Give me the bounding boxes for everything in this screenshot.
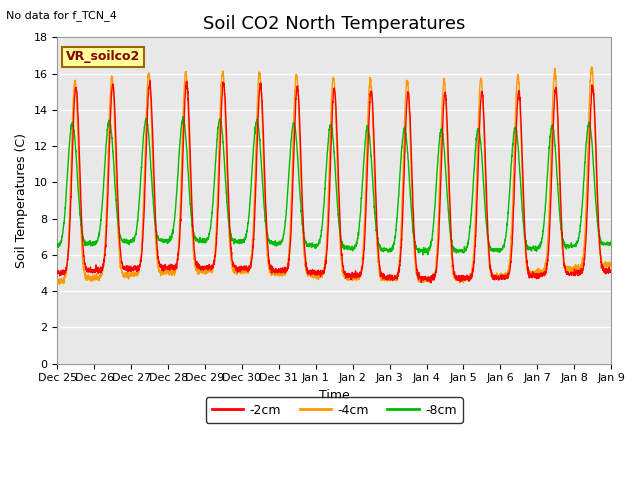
Title: Soil CO2 North Temperatures: Soil CO2 North Temperatures (203, 15, 465, 33)
Legend: -2cm, -4cm, -8cm: -2cm, -4cm, -8cm (205, 397, 463, 423)
Text: No data for f_TCN_4: No data for f_TCN_4 (6, 10, 117, 21)
Text: VR_soilco2: VR_soilco2 (66, 50, 140, 63)
Y-axis label: Soil Temperatures (C): Soil Temperatures (C) (15, 133, 28, 268)
X-axis label: Time: Time (319, 389, 349, 402)
